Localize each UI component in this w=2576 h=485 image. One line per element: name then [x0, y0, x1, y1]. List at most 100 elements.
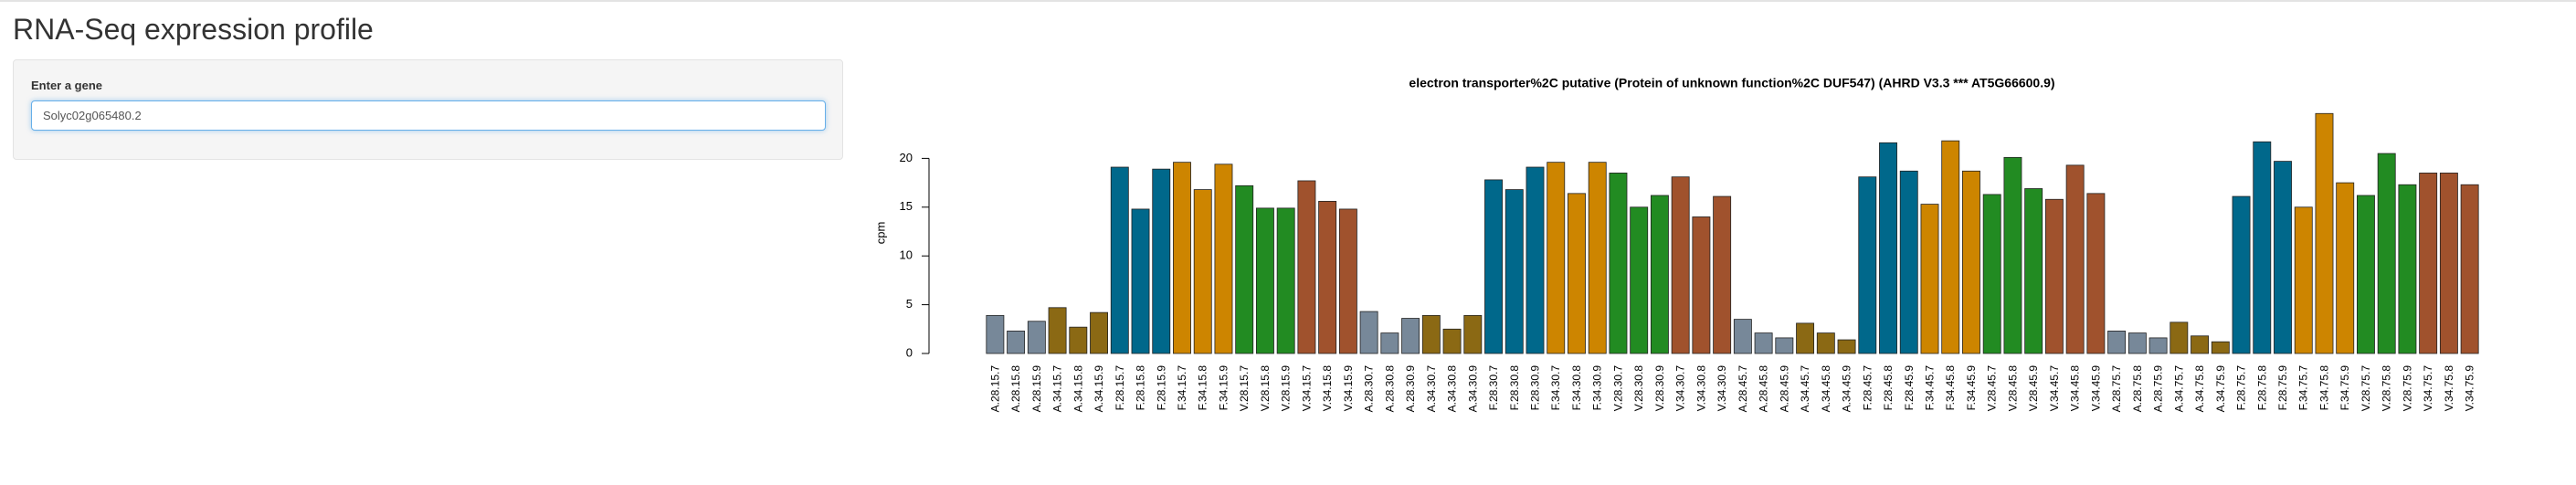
x-tick-label: V.28.75.9 [2401, 365, 2413, 412]
x-tick-label: V.34.45.8 [2069, 365, 2082, 412]
bar [1547, 162, 1566, 354]
bar [2377, 153, 2396, 354]
x-tick-label: F.28.45.8 [1882, 365, 1895, 411]
bar [1442, 328, 1462, 354]
bar [1359, 311, 1378, 354]
bar [1421, 314, 1441, 354]
x-tick-label: V.34.15.8 [1321, 365, 1334, 412]
x-tick-label: F.28.15.8 [1135, 365, 1147, 411]
bar [2274, 161, 2292, 354]
x-tick-label: F.28.75.9 [2276, 365, 2289, 411]
y-tick-label: 15 [900, 199, 913, 213]
bar [1484, 179, 1503, 354]
x-tick-label: F.28.30.9 [1529, 365, 1542, 411]
chart-title: electron transporter%2C putative (Protei… [1409, 76, 2054, 90]
x-tick-label: F.28.30.8 [1508, 365, 1521, 411]
x-tick-label: V.28.15.8 [1259, 365, 1272, 412]
x-tick-label: A.28.15.7 [988, 365, 1001, 413]
bar [2294, 206, 2313, 354]
bar [2127, 332, 2147, 354]
bar [2398, 184, 2417, 354]
x-tick-label: V.28.75.7 [2360, 365, 2372, 412]
x-tick-label: V.34.75.8 [2443, 365, 2455, 412]
x-tick-label: F.34.45.7 [1923, 365, 1936, 411]
bar [1235, 185, 1254, 354]
y-axis-label: cpm [873, 222, 887, 245]
x-tick-label: A.34.75.9 [2214, 365, 2227, 413]
x-tick-label: V.34.30.7 [1674, 365, 1687, 412]
bar [1297, 180, 1316, 354]
x-tick-label: V.28.30.7 [1611, 365, 1624, 412]
bar [1816, 332, 1835, 354]
x-tick-label: A.28.30.8 [1383, 365, 1396, 413]
x-tick-label: A.34.45.8 [1820, 365, 1832, 413]
y-tick-label: 5 [906, 297, 913, 311]
x-tick-label: F.28.30.7 [1487, 365, 1500, 411]
x-tick-label: F.28.75.8 [2255, 365, 2268, 411]
bar [2211, 341, 2230, 354]
bar [1796, 322, 1815, 354]
bar [1069, 326, 1088, 354]
bar [2086, 193, 2106, 354]
bar [1526, 166, 1545, 354]
x-tick-label: V.34.75.7 [2422, 365, 2434, 412]
bar [2003, 156, 2022, 354]
bar [2439, 173, 2458, 354]
bar [1588, 162, 1607, 354]
bar [2232, 195, 2251, 354]
x-tick-label: F.34.45.8 [1944, 365, 1957, 411]
x-tick-label: A.28.75.7 [2110, 365, 2123, 413]
bar [1858, 176, 1877, 354]
x-tick-label: V.28.15.7 [1238, 365, 1251, 412]
x-tick-label: A.28.45.9 [1778, 365, 1790, 413]
bar [2044, 198, 2064, 354]
gene-input[interactable]: Solyc02g065480.2 [31, 100, 826, 131]
bar [2024, 188, 2043, 354]
y-tick-label: 20 [900, 151, 913, 164]
bar [2065, 164, 2085, 354]
x-tick-label: F.34.15.8 [1197, 365, 1209, 411]
x-tick-label: V.28.15.9 [1280, 365, 1293, 412]
bar [1193, 189, 1212, 354]
bar [2460, 184, 2479, 354]
bar [1504, 189, 1524, 354]
input-label: Enter a gene [31, 79, 103, 92]
x-tick-label: A.34.75.7 [2172, 365, 2185, 413]
bar [2253, 141, 2272, 354]
page-title: RNA-Seq expression profile [13, 13, 374, 46]
bar [1899, 170, 1918, 354]
bar [1879, 142, 1897, 354]
x-tick-label: V.34.15.7 [1300, 365, 1313, 412]
y-tick-label: 0 [906, 345, 913, 359]
bar [1568, 193, 1586, 354]
x-tick-label: F.28.75.7 [2235, 365, 2248, 411]
x-tick-label: A.34.45.7 [1799, 365, 1811, 413]
bar [1255, 207, 1274, 354]
bar [2191, 335, 2210, 354]
bar [1754, 332, 1773, 354]
bar [1131, 208, 1150, 354]
x-tick-label: A.28.75.9 [2152, 365, 2165, 413]
y-tick-label: 10 [900, 248, 913, 262]
x-tick-label: V.28.30.8 [1632, 365, 1645, 412]
x-tick-label: V.34.30.8 [1694, 365, 1707, 412]
x-tick-label: V.28.45.9 [2027, 365, 2040, 412]
x-tick-label: F.28.15.7 [1114, 365, 1126, 411]
bar [1962, 170, 1980, 354]
x-tick-label: F.34.75.7 [2297, 365, 2310, 411]
x-tick-label: V.28.45.8 [2006, 365, 2019, 412]
x-tick-label: F.34.75.9 [2338, 365, 2351, 411]
bar [1338, 208, 1357, 354]
bar [1920, 204, 1939, 354]
bar [1007, 331, 1026, 354]
x-tick-label: F.34.15.9 [1217, 365, 1230, 411]
x-tick-label: A.28.15.9 [1030, 365, 1043, 413]
x-tick-label: F.28.45.9 [1903, 365, 1916, 411]
x-tick-label: A.34.75.8 [2193, 365, 2206, 413]
x-tick-label: A.28.45.8 [1758, 365, 1770, 413]
bar [1713, 195, 1732, 354]
bar [986, 314, 1005, 354]
x-tick-label: A.34.30.8 [1446, 365, 1459, 413]
bar [1671, 176, 1690, 354]
